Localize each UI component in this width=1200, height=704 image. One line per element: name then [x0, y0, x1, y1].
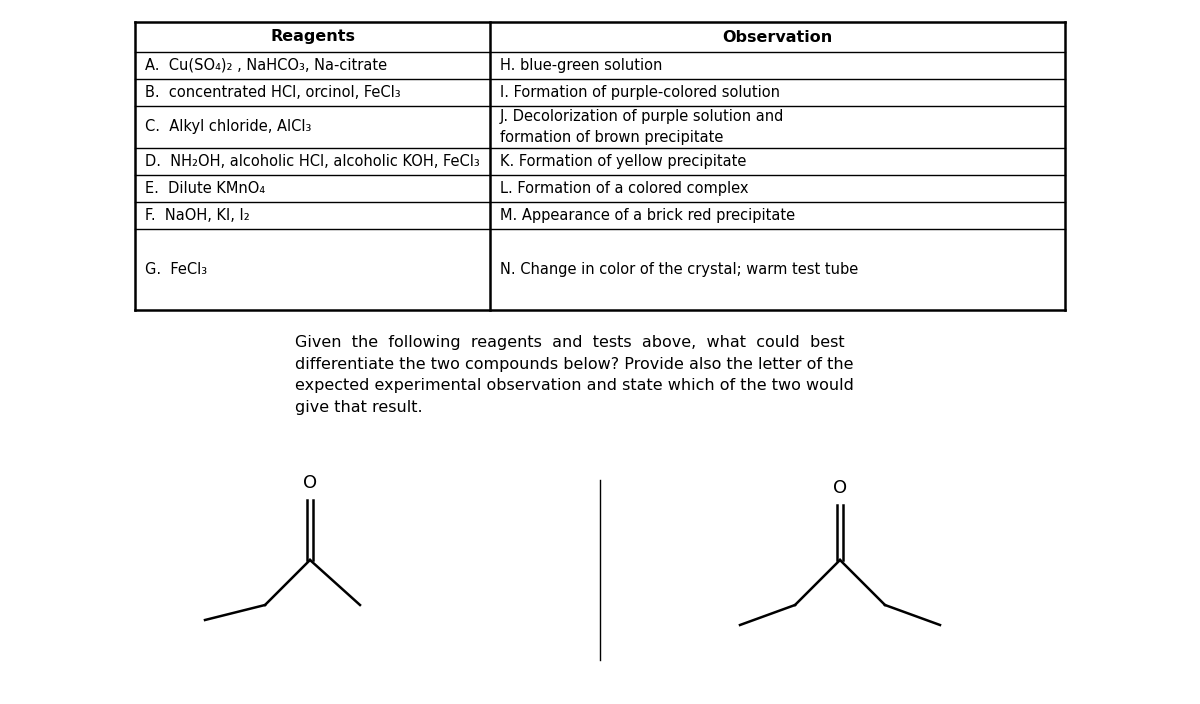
Text: Observation: Observation [722, 30, 833, 44]
Text: O: O [833, 479, 847, 497]
Text: Given  the  following  reagents  and  tests  above,  what  could  best
different: Given the following reagents and tests a… [295, 335, 854, 415]
Text: K. Formation of yellow precipitate: K. Formation of yellow precipitate [500, 154, 746, 169]
Text: B.  concentrated HCl, orcinol, FeCl₃: B. concentrated HCl, orcinol, FeCl₃ [145, 85, 401, 100]
Text: M. Appearance of a brick red precipitate: M. Appearance of a brick red precipitate [500, 208, 796, 223]
Text: F.  NaOH, KI, I₂: F. NaOH, KI, I₂ [145, 208, 250, 223]
Text: N. Change in color of the crystal; warm test tube: N. Change in color of the crystal; warm … [500, 262, 858, 277]
Text: J. Decolorization of purple solution and
formation of brown precipitate: J. Decolorization of purple solution and… [500, 109, 785, 145]
Text: Reagents: Reagents [270, 30, 355, 44]
Text: G.  FeCl₃: G. FeCl₃ [145, 262, 208, 277]
Text: C.  Alkyl chloride, AlCl₃: C. Alkyl chloride, AlCl₃ [145, 120, 311, 134]
Text: E.  Dilute KMnO₄: E. Dilute KMnO₄ [145, 181, 265, 196]
Text: D.  NH₂OH, alcoholic HCl, alcoholic KOH, FeCl₃: D. NH₂OH, alcoholic HCl, alcoholic KOH, … [145, 154, 480, 169]
Text: A.  Cu(SO₄)₂ , NaHCO₃, Na-citrate: A. Cu(SO₄)₂ , NaHCO₃, Na-citrate [145, 58, 388, 73]
Text: I. Formation of purple-colored solution: I. Formation of purple-colored solution [500, 85, 780, 100]
Text: H. blue-green solution: H. blue-green solution [500, 58, 662, 73]
Text: L. Formation of a colored complex: L. Formation of a colored complex [500, 181, 749, 196]
Text: O: O [302, 474, 317, 491]
